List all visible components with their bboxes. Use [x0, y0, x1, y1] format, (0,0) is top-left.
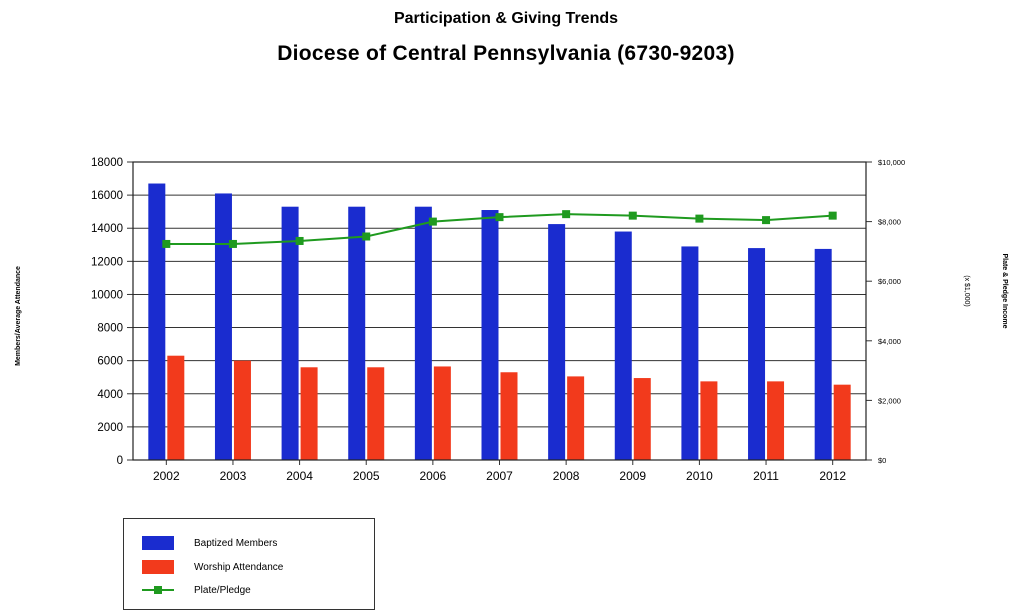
x-tick-label: 2011 [753, 469, 779, 483]
bar-worship-attendance [367, 367, 385, 460]
y2-axis-unit: (x $1,000) [963, 275, 970, 307]
x-tick-label: 2004 [286, 469, 313, 483]
point-plate-pledge [562, 210, 571, 219]
x-tick-label: 2010 [686, 469, 713, 483]
x-tick-label: 2007 [486, 469, 513, 483]
bar-baptized-members [348, 206, 366, 460]
y2-axis-label: Plate & Pledge Income [1001, 253, 1008, 328]
y-tick-label: 18000 [91, 157, 123, 169]
bar-worship-attendance [633, 378, 651, 460]
bar-baptized-members [481, 210, 499, 460]
point-plate-pledge [295, 236, 304, 245]
y-tick-label: 10000 [91, 289, 123, 301]
bar-baptized-members [281, 206, 299, 460]
y-tick-label: 6000 [97, 356, 123, 368]
bar-worship-attendance [567, 376, 585, 460]
plot-frame [132, 161, 867, 461]
chart-title: Participation & Giving Trends [393, 10, 619, 27]
legend-swatch-baptized-members [142, 536, 174, 550]
point-plate-pledge [162, 239, 171, 248]
bar-worship-attendance [833, 384, 851, 460]
bar-baptized-members [814, 248, 832, 460]
x-tick-label: 2003 [220, 469, 247, 483]
bar-worship-attendance [433, 366, 451, 460]
x-tick-label: 2008 [553, 469, 580, 483]
legend-swatch-worship-attendance [142, 560, 174, 574]
bar-baptized-members [614, 231, 632, 460]
chart-legend: Baptized Members Worship Attendance Plat… [123, 518, 375, 610]
point-plate-pledge [695, 214, 704, 223]
y-tick-label: 8000 [97, 323, 123, 335]
y2-tick-label: $4,000 [878, 337, 901, 346]
chart-subtitle: Diocese of Central Pennsylvania (6730-92… [277, 42, 735, 65]
legend-line-marker-plate-pledge [142, 583, 174, 597]
point-plate-pledge [362, 232, 371, 241]
point-plate-pledge [495, 213, 504, 222]
x-tick-label: 2006 [420, 469, 447, 483]
bar-worship-attendance [700, 381, 718, 460]
point-plate-pledge [228, 239, 237, 248]
bar-baptized-members [681, 246, 699, 460]
point-plate-pledge [428, 217, 437, 226]
x-tick-label: 2002 [153, 469, 180, 483]
y-tick-label: 2000 [97, 422, 123, 434]
y-tick-label: 4000 [97, 389, 123, 401]
y2-tick-label: $6,000 [878, 277, 901, 286]
legend-item-worship-attendance: Worship Attendance [124, 559, 283, 575]
y2-tick-label: $0 [878, 456, 886, 465]
bar-worship-attendance [167, 355, 185, 460]
legend-label: Plate/Pledge [194, 584, 251, 596]
x-tick-label: 2012 [819, 469, 846, 483]
bar-baptized-members [414, 206, 432, 460]
bar-baptized-members [748, 248, 766, 460]
y-tick-label: 12000 [91, 256, 123, 268]
y-tick-label: 16000 [91, 190, 123, 202]
legend-item-baptized-members: Baptized Members [124, 535, 277, 551]
legend-item-plate-pledge: Plate/Pledge [124, 582, 251, 598]
point-plate-pledge [628, 211, 637, 220]
y-axis-label: Members/Average Attendance [15, 266, 22, 366]
x-tick-label: 2005 [353, 469, 380, 483]
bar-worship-attendance [767, 381, 785, 460]
legend-label: Baptized Members [194, 537, 278, 549]
x-tick-label: 2009 [619, 469, 646, 483]
y-tick-label: 14000 [91, 223, 123, 235]
point-plate-pledge [828, 211, 837, 220]
y2-tick-label: $2,000 [878, 396, 901, 405]
bar-worship-attendance [500, 372, 518, 460]
bar-baptized-members [214, 193, 232, 460]
bar-baptized-members [548, 224, 566, 460]
y2-tick-label: $10,000 [878, 158, 905, 167]
bar-worship-attendance [233, 360, 251, 460]
bar-worship-attendance [300, 367, 318, 460]
y2-tick-label: $8,000 [878, 218, 901, 227]
bar-baptized-members [148, 183, 166, 460]
legend-label: Worship Attendance [194, 561, 284, 573]
y-tick-label: 0 [117, 455, 123, 467]
point-plate-pledge [762, 216, 771, 225]
